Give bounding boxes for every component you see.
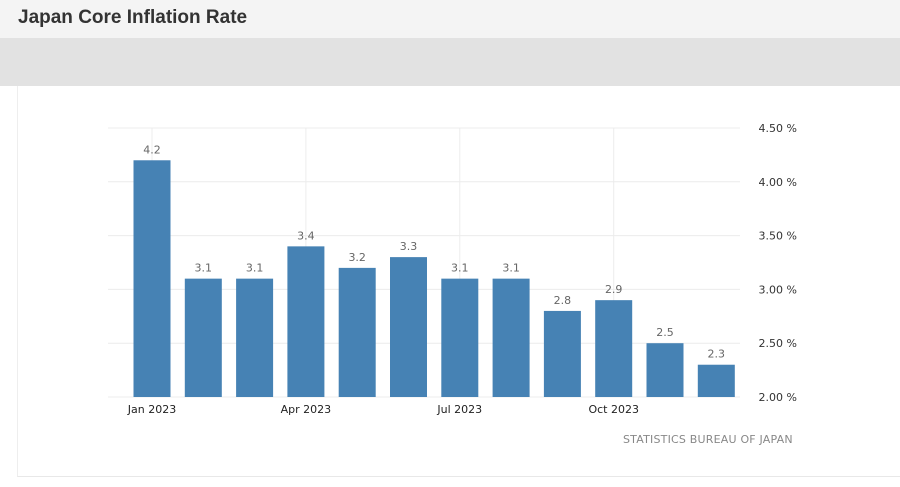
bar: [492, 278, 530, 397]
data-label: 3.1: [195, 262, 213, 275]
bar: [595, 300, 633, 397]
data-label: 3.1: [451, 262, 469, 275]
bar: [543, 310, 581, 397]
x-tick-label: Jan 2023: [127, 403, 176, 416]
header-bar: [0, 0, 900, 38]
y-tick-label: 3.50 %: [759, 230, 797, 243]
data-label: 3.4: [297, 229, 315, 242]
page-title: Japan Core Inflation Rate: [18, 7, 248, 28]
bar: [184, 278, 222, 397]
x-tick-label: Oct 2023: [588, 403, 639, 416]
x-tick-label: Jul 2023: [436, 403, 482, 416]
data-label: 2.3: [708, 348, 726, 361]
data-label: 3.1: [246, 262, 264, 275]
bar: [441, 278, 479, 397]
data-label: 2.5: [656, 326, 674, 339]
x-tick-label: Apr 2023: [281, 403, 332, 416]
bar: [646, 343, 684, 397]
data-label: 4.2: [143, 143, 161, 156]
bar: [697, 364, 735, 397]
chart-source: STATISTICS BUREAU OF JAPAN: [623, 433, 793, 446]
bar: [390, 257, 427, 397]
bar: [133, 160, 171, 397]
y-tick-label: 2.00 %: [759, 391, 797, 404]
y-tick-label: 4.00 %: [759, 176, 797, 189]
y-tick-label: 2.50 %: [759, 337, 797, 350]
toolbar-band: [0, 38, 900, 86]
data-label: 3.3: [400, 240, 418, 253]
data-label: 3.2: [348, 251, 366, 264]
chart-panel: [17, 86, 900, 477]
y-tick-label: 3.00 %: [759, 283, 797, 296]
data-label: 3.1: [502, 262, 520, 275]
bar: [287, 246, 325, 397]
data-label: 2.8: [554, 294, 572, 307]
bar: [338, 267, 376, 397]
data-label: 2.9: [605, 283, 623, 296]
y-tick-label: 4.50 %: [759, 122, 797, 135]
bar: [236, 278, 274, 397]
